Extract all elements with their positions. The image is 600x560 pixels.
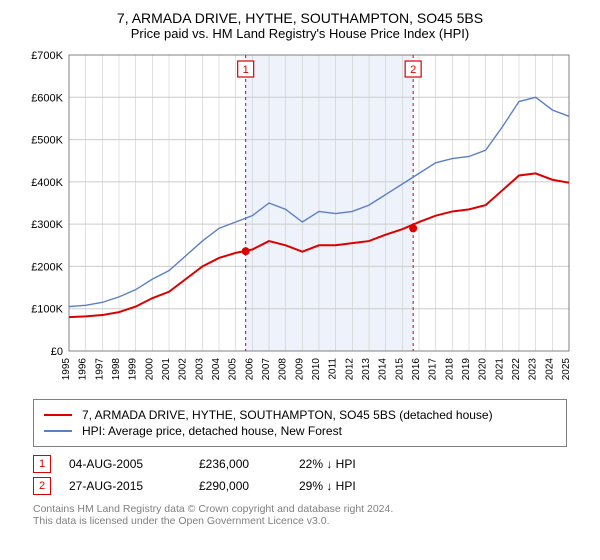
svg-text:£0: £0 bbox=[51, 346, 63, 358]
svg-text:2016: 2016 bbox=[411, 358, 422, 381]
svg-text:1: 1 bbox=[243, 64, 249, 76]
price-chart: £0 £100K £200K £300K £400K £500K £600K £700K 199… bbox=[15, 47, 585, 387]
svg-text:1995: 1995 bbox=[61, 358, 72, 381]
svg-text:2000: 2000 bbox=[144, 358, 155, 381]
sale-badge-1: 1 bbox=[33, 455, 51, 473]
svg-text:1999: 1999 bbox=[128, 358, 139, 381]
svg-text:2014: 2014 bbox=[378, 358, 389, 381]
svg-text:2017: 2017 bbox=[428, 358, 439, 381]
sale-row-2: 2 27-AUG-2015 £290,000 29% ↓ HPI bbox=[33, 477, 567, 495]
svg-text:2020: 2020 bbox=[478, 358, 489, 381]
svg-text:2022: 2022 bbox=[511, 358, 522, 381]
title-sub: Price paid vs. HM Land Registry's House … bbox=[15, 26, 585, 41]
svg-text:2006: 2006 bbox=[244, 358, 255, 381]
sale-diff-1: 22% ↓ HPI bbox=[299, 457, 419, 471]
svg-text:£100K: £100K bbox=[31, 304, 63, 316]
legend-item-hpi: HPI: Average price, detached house, New … bbox=[44, 424, 556, 438]
sale-date-2: 27-AUG-2015 bbox=[69, 479, 199, 493]
chart-title-block: 7, ARMADA DRIVE, HYTHE, SOUTHAMPTON, SO4… bbox=[15, 10, 585, 41]
legend: 7, ARMADA DRIVE, HYTHE, SOUTHAMPTON, SO4… bbox=[33, 399, 567, 447]
svg-text:2008: 2008 bbox=[278, 358, 289, 381]
svg-text:2003: 2003 bbox=[194, 358, 205, 381]
legend-label-hpi: HPI: Average price, detached house, New … bbox=[82, 424, 342, 438]
svg-text:£700K: £700K bbox=[31, 50, 63, 62]
svg-text:2015: 2015 bbox=[394, 358, 405, 381]
svg-text:2004: 2004 bbox=[211, 358, 222, 381]
sale-date-1: 04-AUG-2005 bbox=[69, 457, 199, 471]
sale-badge-2: 2 bbox=[33, 477, 51, 495]
svg-text:£400K: £400K bbox=[31, 177, 63, 189]
svg-text:2001: 2001 bbox=[161, 358, 172, 381]
svg-text:2025: 2025 bbox=[561, 358, 572, 381]
svg-text:1996: 1996 bbox=[78, 358, 89, 381]
svg-text:1998: 1998 bbox=[111, 358, 122, 381]
svg-text:2010: 2010 bbox=[311, 358, 322, 381]
svg-text:2002: 2002 bbox=[178, 358, 189, 381]
svg-text:1997: 1997 bbox=[94, 358, 105, 381]
svg-text:£300K: £300K bbox=[31, 219, 63, 231]
footer-note: Contains HM Land Registry data © Crown c… bbox=[33, 503, 567, 527]
svg-text:2018: 2018 bbox=[444, 358, 455, 381]
svg-text:2007: 2007 bbox=[261, 358, 272, 381]
svg-text:2019: 2019 bbox=[461, 358, 472, 381]
svg-text:2013: 2013 bbox=[361, 358, 372, 381]
sale-row-1: 1 04-AUG-2005 £236,000 22% ↓ HPI bbox=[33, 455, 567, 473]
legend-label-property: 7, ARMADA DRIVE, HYTHE, SOUTHAMPTON, SO4… bbox=[82, 408, 493, 422]
svg-text:2024: 2024 bbox=[544, 358, 555, 381]
svg-text:£600K: £600K bbox=[31, 92, 63, 104]
svg-text:2: 2 bbox=[410, 64, 416, 76]
sale-price-1: £236,000 bbox=[199, 457, 299, 471]
svg-text:2011: 2011 bbox=[328, 358, 339, 380]
footer-line2: This data is licensed under the Open Gov… bbox=[33, 515, 567, 527]
svg-text:2012: 2012 bbox=[344, 358, 355, 381]
svg-text:2021: 2021 bbox=[494, 358, 505, 381]
svg-text:2023: 2023 bbox=[528, 358, 539, 381]
svg-text:2005: 2005 bbox=[228, 358, 239, 381]
chart-svg: £0 £100K £200K £300K £400K £500K £600K £700K 199… bbox=[15, 47, 585, 387]
title-main: 7, ARMADA DRIVE, HYTHE, SOUTHAMPTON, SO4… bbox=[15, 10, 585, 26]
legend-swatch-hpi bbox=[44, 430, 72, 432]
sale-diff-2: 29% ↓ HPI bbox=[299, 479, 419, 493]
sale-price-2: £290,000 bbox=[199, 479, 299, 493]
legend-swatch-property bbox=[44, 414, 72, 416]
footer-line1: Contains HM Land Registry data © Crown c… bbox=[33, 503, 567, 515]
svg-text:2009: 2009 bbox=[294, 358, 305, 381]
svg-text:£500K: £500K bbox=[31, 135, 63, 147]
legend-item-property: 7, ARMADA DRIVE, HYTHE, SOUTHAMPTON, SO4… bbox=[44, 408, 556, 422]
svg-text:£200K: £200K bbox=[31, 261, 63, 273]
sale-markers-table: 1 04-AUG-2005 £236,000 22% ↓ HPI 2 27-AU… bbox=[33, 455, 567, 495]
